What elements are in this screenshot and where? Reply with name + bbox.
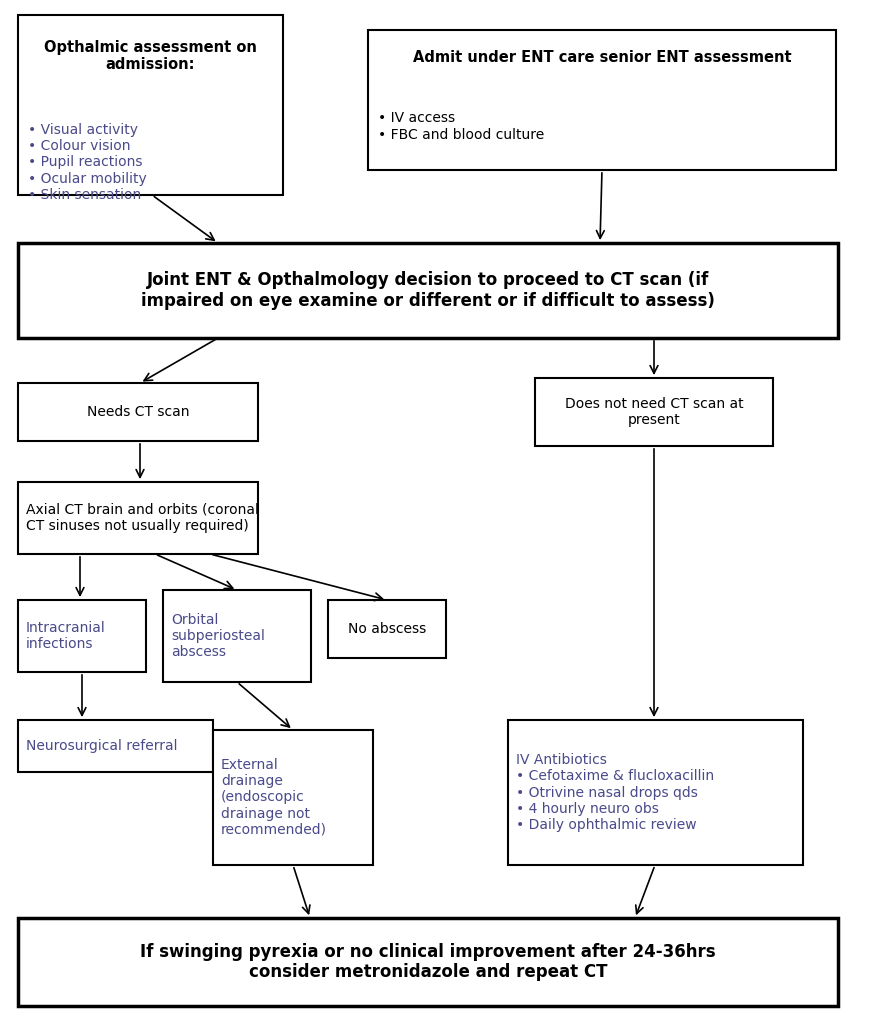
Text: Does not need CT scan at
present: Does not need CT scan at present — [564, 397, 742, 427]
Text: Orbital
subperiosteal
abscess: Orbital subperiosteal abscess — [171, 613, 264, 659]
Text: Opthalmic assessment on
admission:: Opthalmic assessment on admission: — [44, 39, 256, 72]
Bar — [507, 720, 802, 865]
Text: If swinging pyrexia or no clinical improvement after 24-36hrs
consider metronida: If swinging pyrexia or no clinical impro… — [140, 942, 715, 981]
Text: No abscess: No abscess — [348, 622, 426, 636]
Text: External
drainage
(endoscopic
drainage not
recommended): External drainage (endoscopic drainage n… — [221, 759, 327, 837]
Bar — [18, 243, 837, 338]
Text: Admit under ENT care senior ENT assessment: Admit under ENT care senior ENT assessme… — [412, 51, 791, 65]
Bar — [18, 482, 258, 554]
Bar — [18, 720, 213, 772]
Bar — [18, 383, 258, 441]
Text: Needs CT scan: Needs CT scan — [87, 405, 189, 419]
Text: Axial CT brain and orbits (coronal
CT sinuses not usually required): Axial CT brain and orbits (coronal CT si… — [26, 503, 259, 534]
Bar — [368, 30, 835, 170]
Bar — [18, 600, 146, 672]
Text: Joint ENT & Opthalmology decision to proceed to CT scan (if
impaired on eye exam: Joint ENT & Opthalmology decision to pro… — [141, 271, 714, 310]
Text: • Visual activity
• Colour vision
• Pupil reactions
• Ocular mobility
• Skin sen: • Visual activity • Colour vision • Pupi… — [28, 123, 147, 202]
Bar — [18, 918, 837, 1006]
Bar — [163, 590, 310, 682]
Text: • IV access
• FBC and blood culture: • IV access • FBC and blood culture — [377, 111, 544, 141]
Bar — [328, 600, 446, 658]
Bar — [534, 378, 773, 446]
Text: Intracranial
infections: Intracranial infections — [26, 621, 106, 651]
Text: Neurosurgical referral: Neurosurgical referral — [26, 739, 177, 753]
Bar — [18, 15, 282, 195]
Text: IV Antibiotics
• Cefotaxime & flucloxacillin
• Otrivine nasal drops qds
• 4 hour: IV Antibiotics • Cefotaxime & flucloxaci… — [515, 753, 713, 832]
Bar — [213, 730, 373, 865]
